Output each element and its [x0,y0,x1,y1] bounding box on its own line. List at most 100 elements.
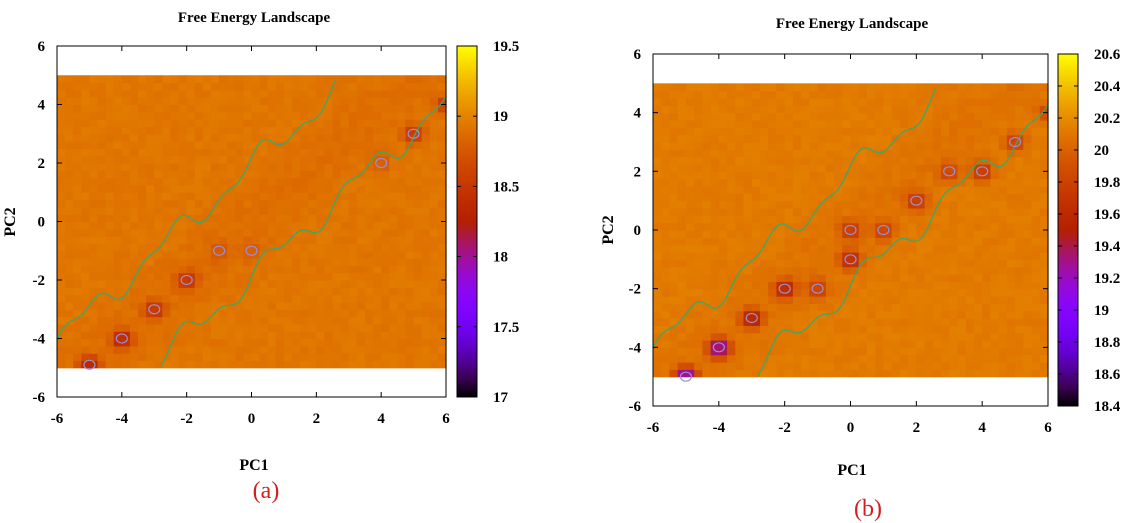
heatmap-cell [373,301,382,310]
heatmap-cell [875,208,885,216]
heatmap-cell [990,222,1000,231]
heatmap-cell [866,90,876,99]
heatmap-cell [743,230,753,238]
heatmap-cell [73,133,82,142]
heatmap-cell [389,353,398,362]
heatmap-cell [283,360,293,369]
heatmap-cell [89,97,99,106]
heatmap-cell [316,221,326,230]
heatmap-cell [825,318,835,326]
heatmap-cell [89,119,99,128]
heatmap-cell [316,228,326,237]
heatmap-cell [941,332,950,341]
heatmap-cell [776,112,786,121]
heatmap-cell [1023,90,1033,99]
heatmap-cell [949,325,959,334]
heatmap-cell [121,323,131,332]
heatmap-cell [121,228,131,237]
heatmap-cell [283,75,293,84]
heatmap-cell [751,237,761,246]
heatmap-cell [908,222,917,231]
heatmap-cell [751,164,761,172]
heatmap-cell [113,301,123,310]
heatmap-cell [941,252,950,260]
heatmap-cell [219,309,228,318]
heatmap-cell [324,258,334,266]
heatmap-cell [916,354,926,363]
heatmap-cell [81,345,91,354]
heatmap-cell [324,82,334,91]
heatmap-cell [990,98,1000,106]
heatmap-cell [653,332,662,341]
heatmap-cell [850,120,860,128]
heatmap-cell [957,296,967,304]
heatmap-cell [381,323,390,332]
heatmap-cell [899,347,909,356]
heatmap-cell [283,192,293,201]
heatmap-cell [235,243,244,252]
heatmap-cell [421,323,431,332]
heatmap-cell [219,272,228,281]
heatmap-cell [661,296,671,304]
heatmap-cell [694,149,703,158]
heatmap-cell [138,163,147,171]
heatmap-cell [227,353,236,362]
heatmap-cell [89,287,99,296]
heatmap-cell [146,353,155,362]
heatmap-cell [759,237,769,246]
heatmap-cell [776,156,786,165]
heatmap-cell [990,340,1000,348]
heatmap-cell [146,192,155,201]
heatmap-cell [97,309,107,318]
heatmap-cell [941,281,950,290]
heatmap-cell [677,252,687,260]
heatmap-cell [348,104,358,113]
heatmap-cell [324,184,334,193]
heatmap-cell [792,112,802,121]
heatmap-cell [891,215,901,224]
heatmap-cell [661,120,671,128]
heatmap-cell [146,243,155,252]
heatmap-cell [710,98,720,106]
heatmap-cell [834,208,843,216]
heatmap-cell [340,272,350,281]
heatmap-cell [776,222,786,231]
heatmap-cell [251,316,261,325]
heatmap-cell [429,206,439,215]
heatmap-cell [858,332,868,341]
heatmap-cell [429,97,439,106]
heatmap-cell [97,353,107,362]
heatmap-cell [957,252,967,260]
heatmap-cell [292,360,301,369]
heatmap-cell [389,199,398,208]
heatmap-cell [916,362,926,370]
heatmap-cell [283,97,293,106]
heatmap-cell [743,178,753,187]
heatmap-cell [661,215,671,224]
heatmap-cell [97,184,107,193]
heatmap-cell [57,301,66,310]
heatmap-cell [219,287,228,296]
heatmap-cell [792,200,802,209]
heatmap-cell [381,97,390,106]
heatmap-cell [1015,369,1024,378]
heatmap-cell [413,199,423,208]
heatmap-cell [817,164,827,172]
heatmap-cell [784,164,794,172]
heatmap-cell [694,274,703,282]
heatmap-cell [1006,340,1016,348]
heatmap-cell [677,120,687,128]
heatmap-cell [850,230,860,238]
heatmap-cell [210,309,220,318]
heatmap-cell [202,119,212,128]
heatmap-cell [653,149,662,158]
heatmap-cell [710,215,720,224]
heatmap-cell [397,228,407,237]
heatmap-cell [81,331,91,340]
heatmap-cell [899,237,909,246]
heatmap-cell [170,199,180,208]
heatmap-cell [235,316,244,325]
heatmap-cell [866,362,876,370]
heatmap-cell [702,134,712,143]
heatmap-cell [973,186,983,194]
